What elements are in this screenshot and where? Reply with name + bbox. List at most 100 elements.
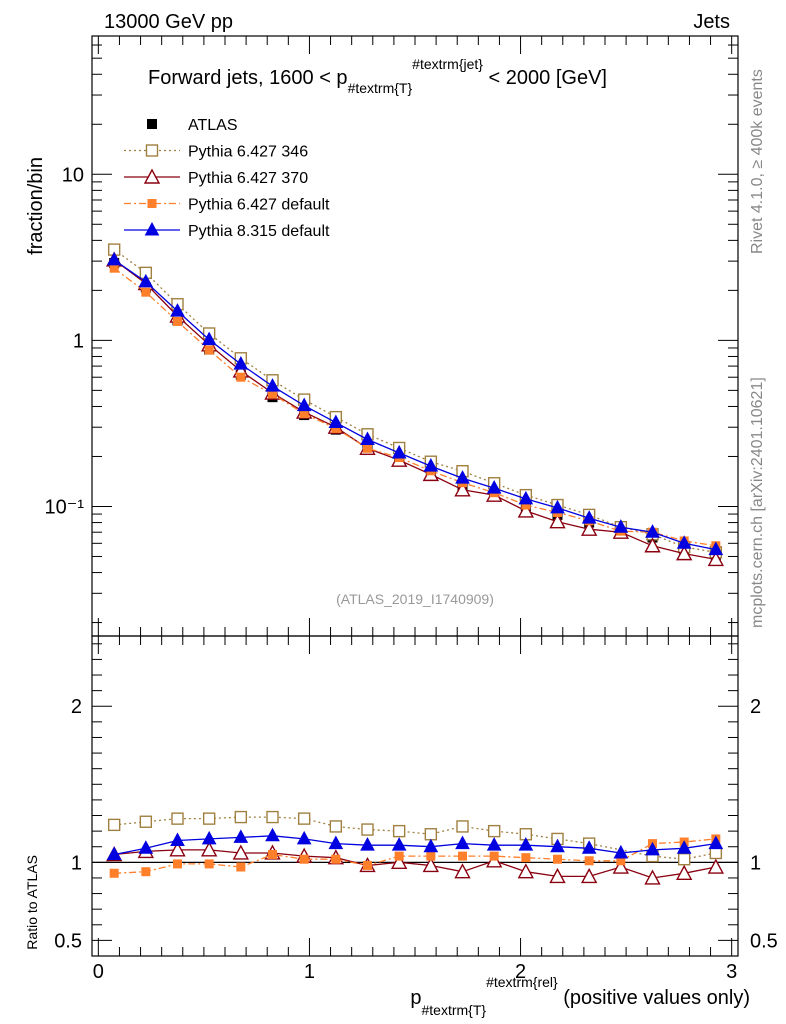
chart-title: Forward jets, 1600 < p#textrm{T} #textrm{…	[148, 56, 607, 96]
ratio-point-pythia-6-427-default	[458, 851, 467, 861]
ratio-point-pythia-8-315-default	[233, 829, 249, 843]
point-pythia-6-427-default	[236, 372, 246, 382]
ratio-point-pythia-6-427-default	[521, 853, 531, 863]
legend-marker	[147, 119, 157, 129]
point-pythia-6-427-default	[363, 443, 372, 453]
point-pythia-6-427-370	[707, 550, 725, 567]
ratio-point-pythia-6-427-346	[171, 812, 184, 825]
ratio-point-pythia-6-427-default	[489, 851, 499, 861]
x-axis-label-suffix: (positive values only)	[558, 987, 750, 1009]
point-pythia-8-315-default	[676, 535, 692, 549]
point-pythia-6-427-default	[141, 287, 151, 297]
ratio-point-pythia-6-427-default	[426, 851, 436, 861]
ratio-point-pythia-6-427-370	[644, 869, 661, 885]
ratio-point-pythia-6-427-370	[454, 863, 471, 879]
series-line-pythia-6-427-default	[113, 267, 716, 547]
point-pythia-8-315-default	[296, 397, 312, 412]
point-pythia-8-315-default	[391, 444, 407, 459]
ratio-point-pythia-8-315-default	[106, 846, 122, 861]
ratio-point-pythia-6-427-370	[549, 867, 566, 884]
point-pythia-6-427-370	[549, 513, 566, 529]
point-pythia-8-315-default	[201, 331, 217, 346]
legend-label: ATLAS	[188, 117, 238, 134]
point-pythia-8-315-default	[645, 524, 660, 538]
x-axis-label: p#textrm{T} #textrm{rel} (positive values…	[410, 974, 750, 1018]
legend-marker	[145, 144, 159, 157]
ratio-point-pythia-6-427-default	[236, 862, 246, 872]
ratio-point-pythia-6-427-default	[141, 867, 151, 877]
chart-title-suffix: < 2000 [GeV]	[483, 67, 607, 89]
ratio-point-pythia-8-315-default	[581, 840, 597, 854]
ratio-point-pythia-6-427-346	[709, 846, 723, 860]
point-pythia-8-315-default	[455, 470, 470, 484]
ratio-point-pythia-8-315-default	[486, 837, 502, 851]
ratio-point-pythia-8-315-default	[455, 835, 470, 850]
point-pythia-6-427-370	[675, 545, 693, 561]
ratio-series	[105, 810, 725, 885]
chart-title-sub: #textrm{T}	[348, 80, 413, 96]
ratio-point-pythia-8-315-default	[391, 837, 407, 851]
legend-marker	[147, 199, 157, 208]
point-pythia-8-315-default	[550, 499, 565, 514]
ratio-point-pythia-8-315-default	[138, 840, 154, 854]
y-axis-label: fraction/bin	[25, 157, 47, 255]
ratio-point-pythia-8-315-default	[676, 840, 692, 854]
ratio-point-pythia-6-427-346	[487, 824, 501, 838]
side-label-bottom: mcplots.cern.ch [arXiv:2401.10621]	[749, 377, 766, 628]
series-line-pythia-8-315-default	[113, 259, 716, 551]
y-tick-label: 1	[73, 330, 84, 352]
point-pythia-8-315-default	[486, 480, 502, 494]
ratio-point-pythia-8-315-default	[201, 830, 217, 845]
ratio-point-pythia-6-427-default	[584, 856, 594, 866]
ratio-y-tick-label-right: 1	[750, 852, 761, 874]
ratio-point-pythia-6-427-346	[392, 824, 406, 838]
ratio-point-pythia-6-427-default	[204, 859, 214, 869]
x-tick-label: 2	[515, 961, 526, 983]
ratio-line-pythia-6-427-default	[114, 838, 716, 874]
ratio-point-pythia-6-427-346	[107, 818, 121, 832]
energy-label: 13000 GeV pp	[104, 11, 233, 33]
chart-title-prefix: Forward jets, 1600 < p	[148, 67, 348, 89]
ratio-point-pythia-6-427-default	[394, 851, 404, 861]
point-pythia-8-315-default	[708, 541, 724, 556]
legend-label: Pythia 6.427 default	[188, 197, 330, 214]
side-label-top: Rivet 4.1.0, ≥ 400k events	[749, 69, 766, 254]
ratio-point-pythia-8-315-default	[645, 841, 660, 856]
analysis-label: (ATLAS_2019_I1740909)	[336, 591, 494, 607]
ratio-point-pythia-6-427-default	[173, 859, 182, 869]
ratio-point-pythia-6-427-default	[363, 860, 372, 870]
ratio-y-tick-label-right: 2	[750, 696, 761, 718]
ratio-point-pythia-8-315-default	[613, 844, 629, 859]
ratio-point-pythia-6-427-370	[200, 841, 218, 857]
x-tick-label: 0	[93, 961, 104, 983]
y-tick-label: 10	[62, 164, 84, 186]
point-pythia-8-315-default	[328, 414, 344, 429]
x-tick-labels: 0 1 2 3	[93, 961, 737, 983]
point-pythia-6-427-370	[517, 502, 535, 518]
ratio-point-pythia-6-427-346	[297, 812, 311, 825]
ratio-y-tick-label: 0.5	[54, 930, 82, 952]
ratio-point-pythia-6-427-default	[553, 854, 562, 864]
x-axis-label-main: p	[410, 987, 421, 1009]
ratio-point-pythia-6-427-370	[580, 867, 598, 884]
point-pythia-6-427-default	[204, 345, 214, 355]
point-pythia-8-315-default	[138, 273, 154, 288]
ratio-point-pythia-6-427-346	[329, 820, 343, 833]
ratio-y-tick-label: 2	[71, 696, 82, 718]
point-pythia-8-315-default	[265, 378, 280, 392]
ratio-point-pythia-8-315-default	[265, 827, 280, 842]
point-pythia-8-315-default	[360, 431, 375, 446]
point-pythia-6-427-370	[580, 520, 598, 536]
legend-label: Pythia 6.427 370	[188, 170, 308, 187]
category-label: Jets	[693, 11, 730, 33]
legend-marker	[143, 168, 161, 184]
point-pythia-6-427-370	[454, 481, 471, 497]
ratio-point-pythia-6-427-default	[109, 868, 119, 878]
ratio-point-pythia-8-315-default	[550, 838, 565, 853]
x-axis-label-sup: #textrm{rel}	[486, 974, 558, 990]
series-line-pythia-6-427-346	[113, 249, 716, 553]
ratio-point-pythia-6-427-346	[677, 853, 691, 866]
ratio-point-pythia-6-427-346	[266, 810, 279, 824]
ratio-point-pythia-8-315-default	[170, 832, 185, 846]
